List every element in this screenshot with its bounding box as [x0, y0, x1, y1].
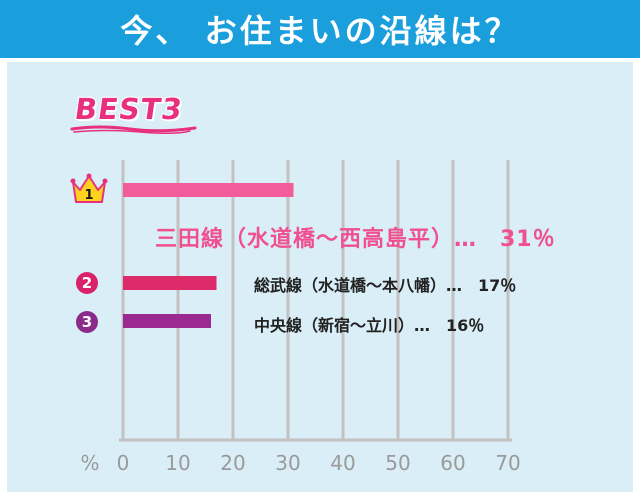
x-tick-label-20: 20 [220, 451, 245, 475]
page-title: 今、 お住まいの沿線は？ [120, 12, 520, 50]
rank-1-number: 1 [84, 188, 93, 203]
rank-3-badge: 3 [76, 311, 98, 333]
x-tick-label-70: 70 [495, 451, 520, 475]
header-banner: 今、 お住まいの沿線は？ [0, 0, 640, 58]
bar-2 [123, 276, 217, 290]
x-tick-label-60: 60 [440, 451, 465, 475]
bar-3 [123, 314, 211, 328]
x-tick-label-30: 30 [275, 451, 300, 475]
x-axis-unit-label: % [80, 451, 99, 475]
chart-panel [7, 62, 633, 492]
best3-badge: BEST3 [72, 92, 186, 126]
x-tick-label-50: 50 [385, 451, 410, 475]
bar-label-3: 中央線（新宿～立川）… 16％ [254, 316, 485, 335]
crown-icon: 1 [70, 173, 108, 203]
bar-label-2: 総武線（水道橋～本八幡）… 17％ [254, 276, 517, 295]
x-tick-label-0: 0 [117, 451, 130, 475]
rank-2-badge: 2 [76, 272, 98, 294]
bar-1 [123, 183, 294, 197]
best3-underline-icon [70, 125, 197, 134]
bar-label-1: 三田線（水道橋～西高島平）… 31％ [155, 227, 556, 252]
x-tick-label-40: 40 [330, 451, 355, 475]
x-tick-label-10: 10 [165, 451, 190, 475]
